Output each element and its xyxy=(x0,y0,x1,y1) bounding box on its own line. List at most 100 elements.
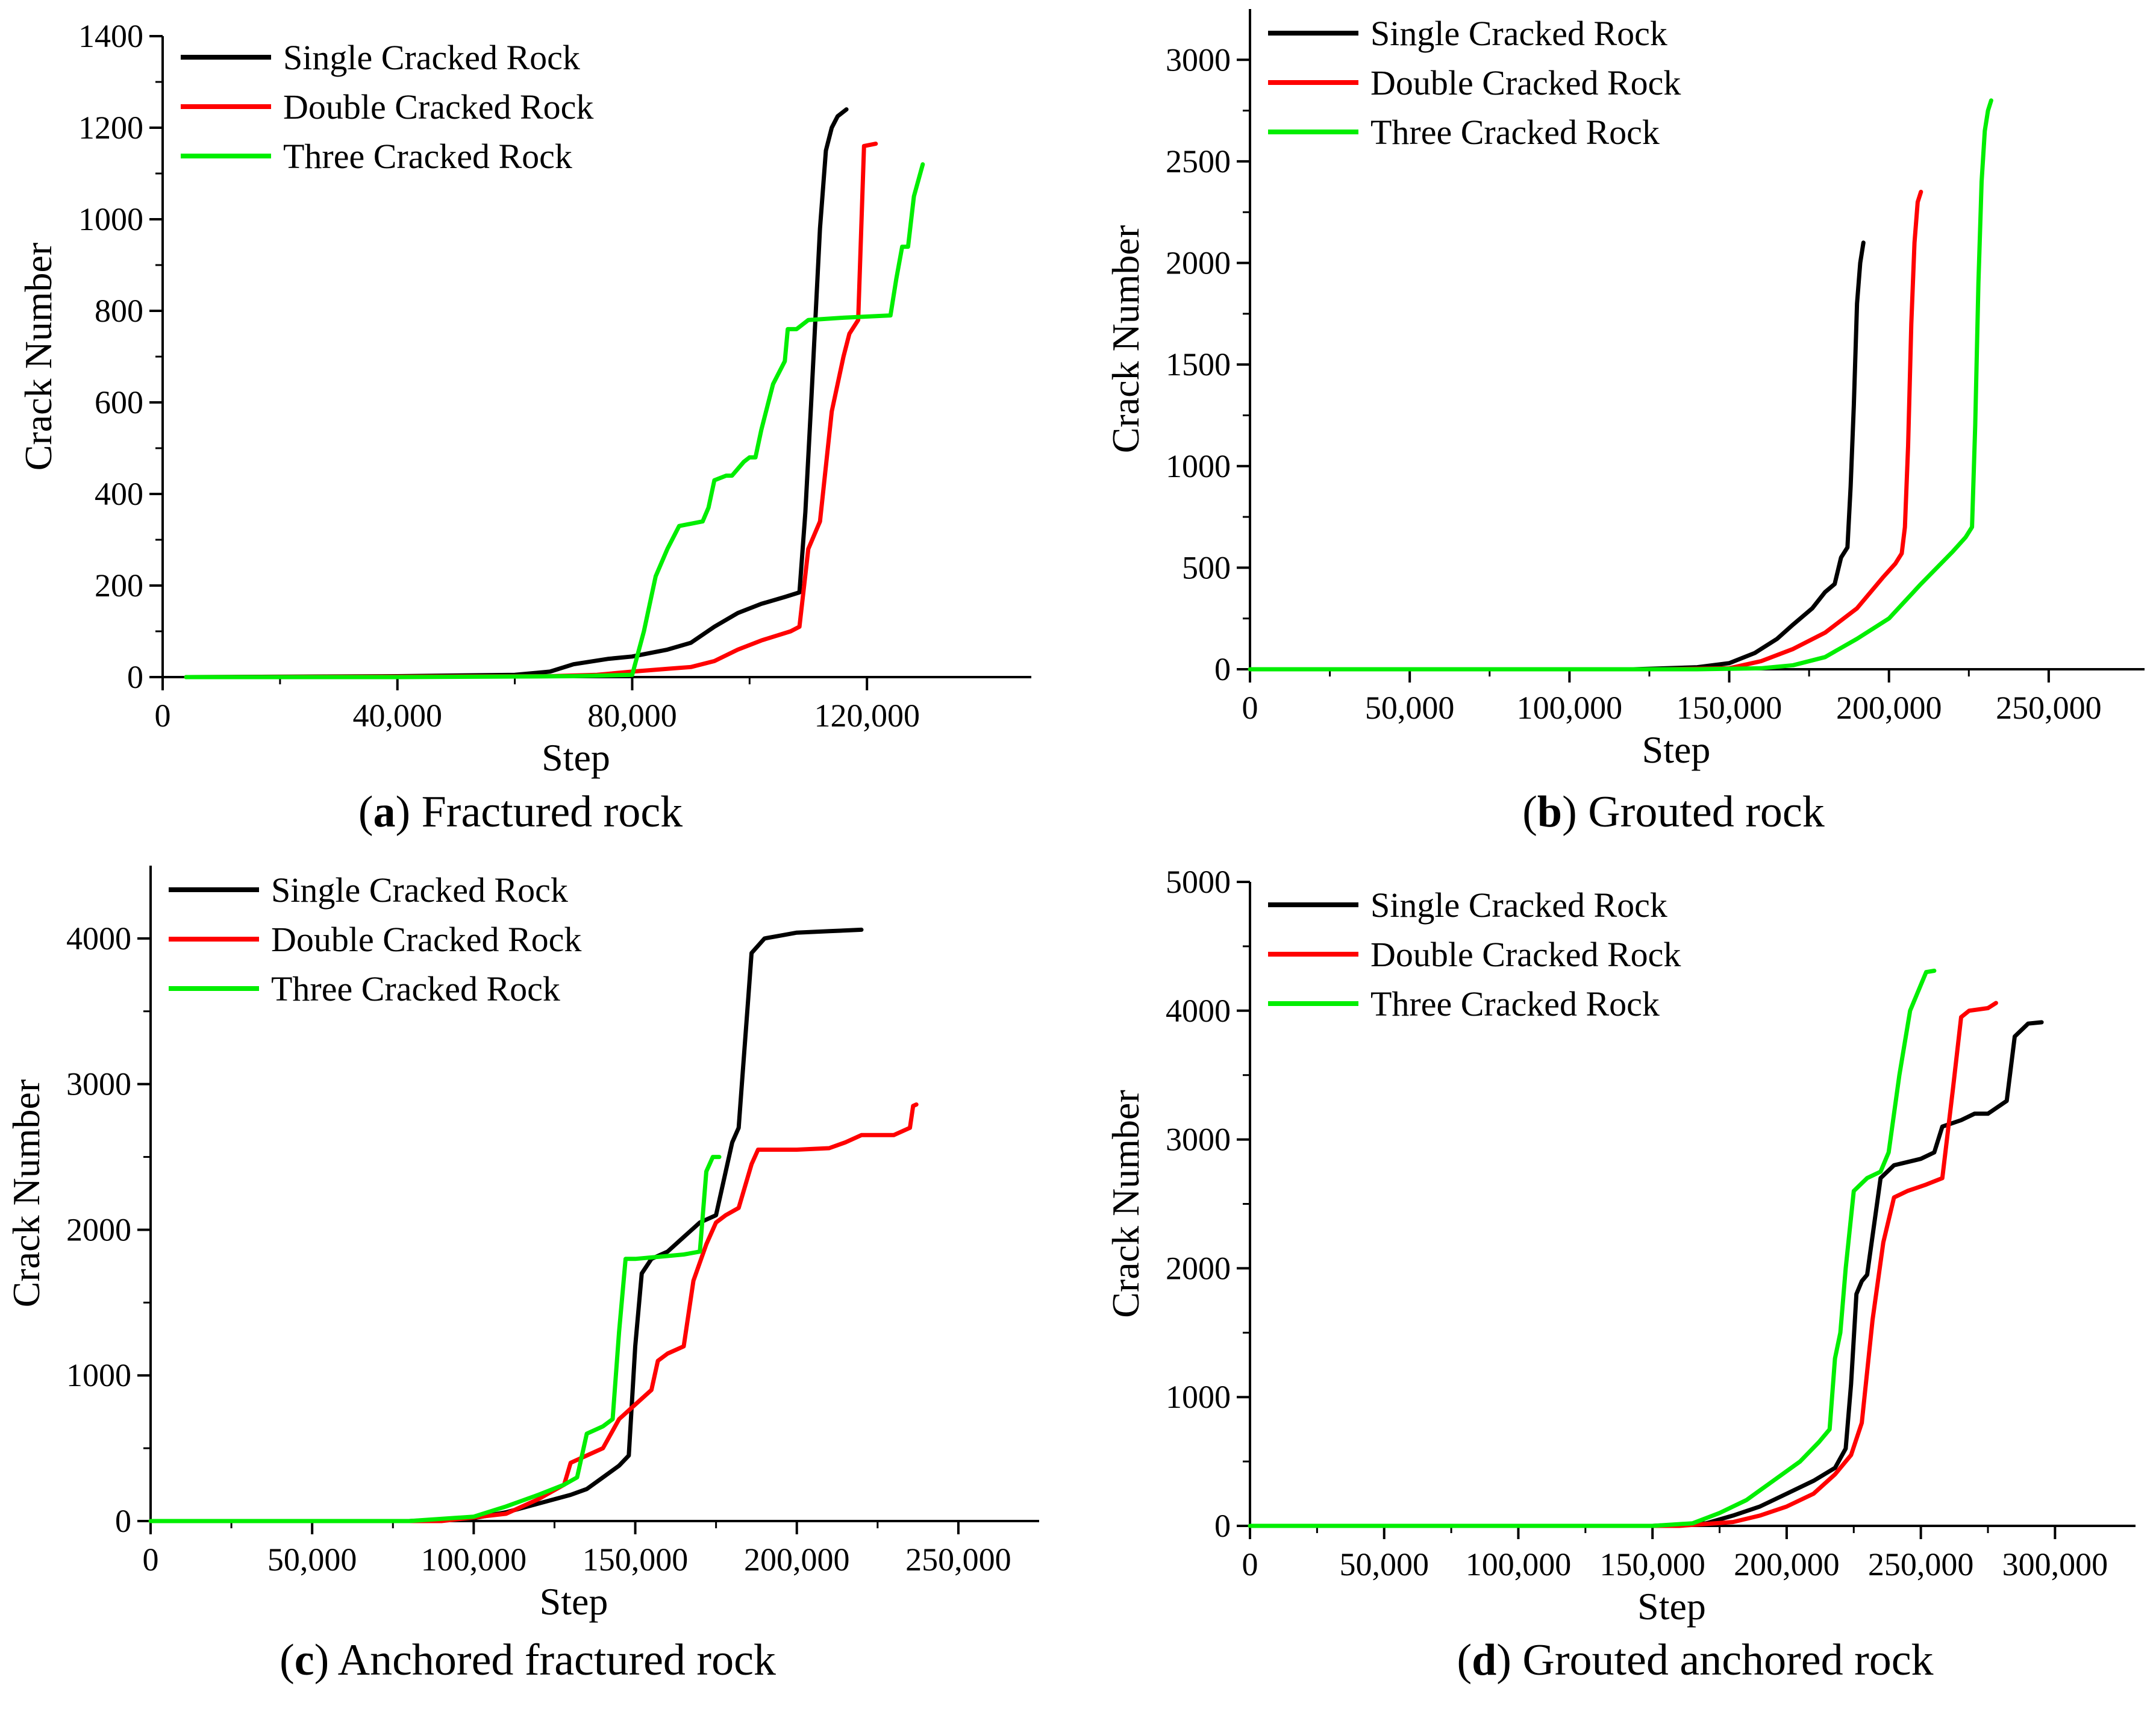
y-axis-title: Crack Number xyxy=(17,243,60,471)
legend-label-double-cracked-rock: Double Cracked Rock xyxy=(1370,935,1681,974)
legend-label-double-cracked-rock: Double Cracked Rock xyxy=(283,87,593,127)
x-tick-label: 80,000 xyxy=(587,698,677,734)
series-line-single-cracked-rock xyxy=(148,927,864,1523)
y-tick-label: 5000 xyxy=(1166,864,1231,900)
x-tick-label: 50,000 xyxy=(1339,1546,1429,1582)
y-tick-label: 2500 xyxy=(1166,143,1231,180)
caption-open-paren: ( xyxy=(358,787,373,837)
legend-label-double-cracked-rock: Double Cracked Rock xyxy=(1370,63,1681,102)
x-axis-title: Step xyxy=(540,1580,608,1623)
x-tick-label: 250,000 xyxy=(1868,1546,1974,1582)
y-tick-label: 1000 xyxy=(78,201,143,237)
caption-open-paren: ( xyxy=(280,1636,295,1685)
series-line-three-cracked-rock xyxy=(184,162,925,680)
x-tick-label: 50,000 xyxy=(1365,690,1455,726)
series-line-single-cracked-rock xyxy=(184,107,849,680)
y-tick-label: 1000 xyxy=(1166,1379,1231,1415)
panel-c-anchored-fractured-rock: 0 50,000 100,000 150,000 200,000 250,000 0 1000… xyxy=(5,866,1039,1685)
y-tick-label: 4000 xyxy=(1166,993,1231,1029)
x-axis-title: Step xyxy=(1637,1585,1706,1628)
caption-open-paren: ( xyxy=(1522,787,1537,837)
x-tick-label: 200,000 xyxy=(1734,1546,1840,1582)
x-tick-label: 100,000 xyxy=(1466,1546,1572,1582)
series-line-three-cracked-rock xyxy=(148,1155,722,1523)
x-tick-label: 100,000 xyxy=(421,1542,527,1578)
y-tick-label: 1000 xyxy=(1166,448,1231,484)
caption-text: Grouted anchored rock xyxy=(1522,1636,1933,1685)
panel-a-fractured-rock: 0 40,000 80,000 120,000 0 200 400 600 800 1000 120… xyxy=(17,18,1031,837)
y-axis-title: Crack Number xyxy=(5,1079,48,1308)
series-line-double-cracked-rock xyxy=(184,142,878,680)
x-tick-label: 0 xyxy=(143,1542,159,1578)
y-tick-label: 2000 xyxy=(66,1211,131,1248)
panel-caption: (c) Anchored fractured rock xyxy=(280,1636,776,1685)
x-tick-label: 0 xyxy=(155,698,171,734)
y-tick-label: 0 xyxy=(127,659,143,695)
caption-close-paren: ) xyxy=(1562,787,1588,837)
series-line-double-cracked-rock xyxy=(1248,190,1923,672)
y-tick-label: 500 xyxy=(1182,549,1231,586)
y-tick-label: 200 xyxy=(95,567,143,604)
x-tick-label: 250,000 xyxy=(1996,690,2102,726)
caption-close-paren: ) xyxy=(1496,1636,1522,1685)
y-tick-label: 2000 xyxy=(1166,1250,1231,1286)
x-tick-label: 250,000 xyxy=(905,1542,1011,1578)
x-tick-label: 150,000 xyxy=(1599,1546,1705,1582)
panel-d-grouted-anchored-rock: 0 50,000 100,000 150,000 200,000 250,000 300,0… xyxy=(1104,864,2136,1685)
legend-label-single-cracked-rock: Single Cracked Rock xyxy=(1370,886,1667,925)
y-tick-label: 3000 xyxy=(1166,1122,1231,1158)
caption-letter: d xyxy=(1472,1636,1496,1685)
legend-label-double-cracked-rock: Double Cracked Rock xyxy=(271,920,581,959)
legend-label-three-cracked-rock: Three Cracked Rock xyxy=(283,137,572,176)
x-tick-label: 40,000 xyxy=(352,698,442,734)
legend-label-three-cracked-rock: Three Cracked Rock xyxy=(271,969,560,1008)
x-tick-label: 200,000 xyxy=(1836,690,1942,726)
series-line-three-cracked-rock xyxy=(1248,969,1937,1528)
y-tick-label: 3000 xyxy=(1166,42,1231,78)
panel-caption: (a) Fractured rock xyxy=(358,787,683,837)
legend-label-single-cracked-rock: Single Cracked Rock xyxy=(283,38,580,77)
y-tick-label: 4000 xyxy=(66,920,131,957)
caption-close-paren: ) xyxy=(314,1636,338,1685)
x-tick-label: 50,000 xyxy=(267,1542,357,1578)
panel-caption: (b) Grouted rock xyxy=(1522,787,1824,837)
x-tick-label: 0 xyxy=(1242,690,1258,726)
legend-label-single-cracked-rock: Single Cracked Rock xyxy=(1370,14,1667,53)
y-axis-title: Crack Number xyxy=(1104,225,1147,454)
y-tick-label: 800 xyxy=(95,293,143,329)
x-tick-label: 200,000 xyxy=(744,1542,850,1578)
x-tick-label: 300,000 xyxy=(2002,1546,2108,1582)
caption-letter: b xyxy=(1537,787,1562,837)
y-tick-label: 0 xyxy=(1214,651,1231,687)
panel-caption: (d) Grouted anchored rock xyxy=(1457,1636,1933,1685)
caption-text: Fractured rock xyxy=(422,787,683,837)
series-line-double-cracked-rock xyxy=(1248,1001,1998,1528)
caption-text: Grouted rock xyxy=(1588,787,1824,837)
y-tick-label: 1500 xyxy=(1166,346,1231,383)
x-tick-label: 120,000 xyxy=(814,698,920,734)
y-tick-label: 600 xyxy=(95,384,143,420)
y-tick-label: 0 xyxy=(115,1503,131,1539)
caption-text: Anchored fractured rock xyxy=(338,1636,776,1685)
x-tick-label: 100,000 xyxy=(1517,690,1623,726)
y-tick-label: 1400 xyxy=(78,18,143,54)
y-tick-label: 2000 xyxy=(1166,245,1231,281)
y-tick-label: 1200 xyxy=(78,110,143,146)
legend-label-three-cracked-rock: Three Cracked Rock xyxy=(1370,113,1660,152)
x-axis-title: Step xyxy=(542,736,610,779)
caption-letter: a xyxy=(373,787,395,837)
x-axis-title: Step xyxy=(1642,728,1711,771)
y-tick-label: 400 xyxy=(95,476,143,512)
y-tick-label: 1000 xyxy=(66,1357,131,1393)
caption-open-paren: ( xyxy=(1457,1636,1472,1685)
caption-close-paren: ) xyxy=(395,787,421,837)
legend-label-single-cracked-rock: Single Cracked Rock xyxy=(271,870,568,910)
y-axis-title: Crack Number xyxy=(1104,1090,1147,1318)
series-line-single-cracked-rock xyxy=(1248,240,1866,672)
series-line-double-cracked-rock xyxy=(148,1102,919,1523)
x-tick-label: 150,000 xyxy=(583,1542,689,1578)
panel-b-grouted-rock: 0 50,000 100,000 150,000 200,000 250,000 0 500 1… xyxy=(1104,9,2145,837)
y-tick-label: 3000 xyxy=(66,1066,131,1102)
caption-letter: c xyxy=(295,1636,314,1685)
